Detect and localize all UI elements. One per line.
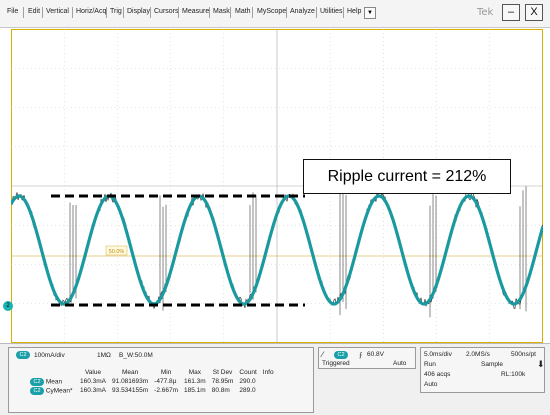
menu-separator bbox=[23, 7, 24, 18]
header-value: Value bbox=[84, 369, 102, 376]
cell-info bbox=[260, 377, 277, 386]
header-mean: Mean bbox=[121, 369, 139, 376]
menu-separator bbox=[286, 7, 287, 18]
table-row[interactable]: C2 Mean 160.3mA 91.081693m -477.8µ 161.3… bbox=[27, 377, 277, 386]
ripple-annotation: Ripple current = 212% bbox=[303, 159, 511, 194]
cell-count: 290.0 bbox=[239, 378, 256, 385]
menu-vertical[interactable]: Vertical bbox=[46, 8, 69, 15]
acquisition-box[interactable]: 5.0ms/div 2.0MS/s 500ns/pt Run Sample ⬇ … bbox=[420, 347, 545, 393]
menu-mask[interactable]: Mask bbox=[213, 8, 230, 15]
waveform-graticule: 50.0% bbox=[11, 29, 543, 343]
channel-bandwidth: B_W:50.0M bbox=[119, 352, 153, 359]
trigger-level: 60.8V bbox=[367, 351, 384, 358]
channel-ground-marker[interactable]: 2 bbox=[3, 301, 13, 311]
menu-utilities[interactable]: Utilities bbox=[320, 8, 343, 15]
menu-analyze[interactable]: Analyze bbox=[290, 8, 315, 15]
menu-help[interactable]: Help bbox=[347, 8, 362, 15]
cell-mean: 91.081693m bbox=[112, 378, 149, 385]
header-max: Max bbox=[188, 369, 202, 376]
menu-cursors[interactable]: Cursors bbox=[154, 8, 179, 15]
close-button[interactable]: X bbox=[525, 4, 543, 21]
brand-logo: Tek bbox=[477, 7, 494, 18]
header-stdev: St Dev bbox=[212, 369, 233, 376]
channel-impedance: 1MΩ bbox=[97, 352, 111, 359]
header-count: Count bbox=[239, 369, 257, 376]
run-state: Run bbox=[424, 361, 436, 368]
menu-display[interactable]: Display bbox=[127, 8, 150, 15]
acquisition-trigger-mode: Auto bbox=[424, 381, 438, 388]
cell-value: 160.3mA bbox=[80, 378, 107, 385]
cell-max: 161.3m bbox=[184, 378, 206, 385]
cell-value: 160.3mA bbox=[80, 387, 107, 394]
waveform-trace bbox=[11, 194, 543, 306]
row-label: CyMean* bbox=[45, 387, 73, 395]
menu-separator bbox=[178, 7, 179, 18]
cell-info bbox=[260, 386, 277, 395]
cell-max: 185.1m bbox=[184, 387, 206, 394]
row-channel-badge: C2 bbox=[30, 377, 44, 386]
measurement-box: C2 100mA/div 1MΩ B_W:50.0M Value Mean Mi… bbox=[8, 347, 314, 413]
row-label: Mean bbox=[45, 378, 63, 386]
menu-separator bbox=[252, 7, 253, 18]
cell-count: 289.0 bbox=[239, 387, 256, 394]
menu-separator bbox=[72, 7, 73, 18]
menu-horiz-acq[interactable]: Horiz/Acq bbox=[76, 8, 107, 15]
trigger-status: Triggered bbox=[322, 360, 350, 367]
timebase: 5.0ms/div bbox=[424, 351, 452, 358]
header-info: Info bbox=[262, 369, 274, 376]
cell-min: -2.667m bbox=[154, 387, 179, 394]
menu-dropdown-button[interactable]: ▼ bbox=[364, 7, 376, 19]
row-channel-badge: C2 bbox=[30, 386, 44, 395]
menu-file[interactable]: File bbox=[7, 8, 19, 15]
trigger-box[interactable]: ∕ C2 ⨍ 60.8V Triggered Auto bbox=[318, 347, 416, 369]
channel-scale: 100mA/div bbox=[34, 352, 65, 359]
header-min: Min bbox=[160, 369, 172, 376]
menu-separator bbox=[42, 7, 43, 18]
cell-stdev: 80.8m bbox=[211, 387, 230, 394]
download-arrow-icon: ⬇ bbox=[537, 359, 545, 369]
menu-myscope[interactable]: MyScope bbox=[257, 8, 287, 15]
trigger-edge-icon: ⨍ bbox=[359, 352, 363, 359]
cell-stdev: 78.95m bbox=[211, 378, 234, 385]
channel-badge[interactable]: C2 bbox=[16, 351, 30, 359]
trigger-slope-icon: ∕ bbox=[322, 350, 324, 359]
menu-trig[interactable]: Trig bbox=[110, 8, 122, 15]
menu-separator bbox=[209, 7, 210, 18]
trigger-mode: Auto bbox=[393, 360, 407, 367]
menu-separator bbox=[230, 7, 231, 18]
acquisition-count: 406 acqs bbox=[424, 371, 451, 378]
menu-separator bbox=[316, 7, 317, 18]
menu-bar: File Edit Vertical Horiz/Acq Trig Displa… bbox=[0, 0, 550, 28]
trigger-percent-marker bbox=[105, 245, 128, 256]
minimize-button[interactable]: – bbox=[502, 4, 520, 21]
menu-separator bbox=[150, 7, 151, 18]
sample-rate: 2.0MS/s bbox=[466, 351, 490, 358]
menu-separator bbox=[343, 7, 344, 18]
resolution: 500ns/pt bbox=[511, 351, 536, 358]
trigger-percent-text: 50.0% bbox=[109, 249, 125, 255]
measurement-table: Value Mean Min Max St Dev Count Info C2 … bbox=[27, 368, 277, 395]
menu-measure[interactable]: Measure bbox=[182, 8, 210, 15]
menu-separator bbox=[106, 7, 107, 18]
menu-edit[interactable]: Edit bbox=[28, 8, 41, 15]
acquisition-mode: Sample bbox=[481, 361, 504, 368]
menu-math[interactable]: Math bbox=[235, 8, 251, 15]
measurement-header-row: Value Mean Min Max St Dev Count Info bbox=[27, 368, 277, 377]
status-panel: C2 100mA/div 1MΩ B_W:50.0M Value Mean Mi… bbox=[0, 343, 550, 415]
record-length: RL:100k bbox=[501, 371, 526, 378]
cell-mean: 93.534155m bbox=[112, 387, 149, 394]
table-row[interactable]: C2 CyMean* 160.3mA 93.534155m -2.667m 18… bbox=[27, 386, 277, 395]
menu-separator bbox=[123, 7, 124, 18]
cell-min: -477.8µ bbox=[154, 378, 177, 385]
waveform-display[interactable]: 50.0% Ripple current = 212% bbox=[11, 29, 543, 343]
trigger-source-badge: C2 bbox=[334, 351, 348, 359]
